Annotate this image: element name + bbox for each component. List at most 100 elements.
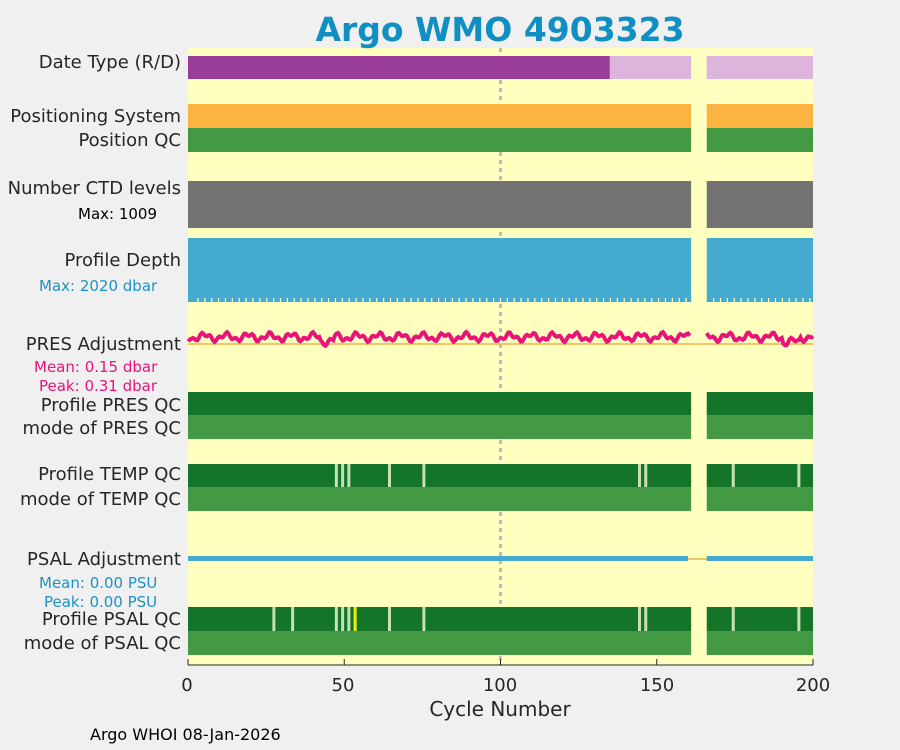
profile-pres-qc-bar-segment-a: [188, 392, 692, 415]
date-type-delayed-bar-a: [609, 56, 692, 79]
depth-tick-mark: [197, 298, 199, 302]
depth-tick-mark: [321, 298, 323, 302]
profile-temp-qc-bar-segment-a: [188, 464, 692, 487]
depth-tick-mark: [479, 298, 481, 302]
label-profile-depth: Profile Depth: [64, 250, 181, 271]
depth-tick-mark: [527, 298, 529, 302]
depth-tick-mark: [444, 298, 447, 302]
label-number-ctd-levels: Number CTD levels: [7, 178, 181, 199]
depth-tick-mark: [506, 298, 508, 302]
depth-tick-mark: [348, 298, 350, 302]
temp-qc-flag: [638, 464, 641, 487]
psal-qc-flag: [272, 607, 276, 631]
depth-tick-mark: [224, 298, 227, 302]
depth-tick-mark: [520, 298, 522, 302]
label-position-qc: Position QC: [78, 130, 181, 151]
depth-tick-mark: [637, 298, 639, 302]
depth-tick-mark: [341, 298, 343, 302]
depth-tick-mark: [651, 298, 653, 302]
label-mode-pres-qc: mode of PRES QC: [22, 418, 181, 439]
temp-qc-flag: [334, 464, 338, 487]
depth-tick-mark: [369, 298, 371, 302]
depth-tick-mark: [252, 298, 254, 302]
x-tick-100: 100: [482, 675, 518, 696]
depth-tick-mark: [582, 298, 584, 302]
depth-tick-mark: [273, 298, 275, 302]
depth-tick-mark: [658, 298, 660, 302]
temp-qc-flag: [347, 464, 351, 487]
depth-tick-mark: [589, 298, 591, 302]
mode-pres-qc-bar-segment-a: [188, 415, 692, 439]
depth-tick-mark: [781, 298, 783, 302]
psal-qc-flag: [638, 607, 641, 631]
ctd-levels-bar-segment-b: [706, 181, 813, 228]
pres-adjustment-line: [186, 329, 815, 349]
depth-tick-mark: [733, 298, 735, 302]
psal-adjustment-line-b: [706, 556, 813, 561]
x-tick-200: 200: [795, 675, 831, 696]
psal-qc-flag: [731, 607, 735, 631]
mode-temp-qc-bar-segment-b: [706, 487, 813, 511]
depth-tick-mark: [554, 298, 557, 302]
depth-tick-mark: [616, 298, 618, 302]
depth-tick-mark: [561, 298, 563, 302]
depth-tick-mark: [266, 298, 268, 302]
psal-qc-flag: [334, 607, 338, 631]
depth-tick-mark: [218, 298, 220, 302]
label-profile-pres-qc: Profile PRES QC: [40, 395, 181, 416]
depth-tick-mark: [231, 298, 233, 302]
depth-tick-mark: [465, 298, 467, 302]
depth-tick-mark: [603, 298, 605, 302]
profile-psal-qc-bar-segment-a: [188, 607, 692, 631]
temp-qc-flag: [388, 464, 391, 487]
psal-adjustment-line-a: [188, 556, 688, 561]
psal-qc-flag: [341, 607, 345, 631]
mode-psal-qc-bar-segment-b: [706, 631, 813, 655]
depth-tick-mark: [458, 298, 460, 302]
positioning-system-bar-segment-a: [188, 104, 692, 128]
mode-pres-qc-bar-segment-b: [706, 415, 813, 439]
depth-tick-mark: [383, 298, 385, 302]
depth-tick-mark: [286, 298, 288, 302]
profile-depth-bar-segment-a: [188, 238, 692, 302]
profile-temp-qc-bar-segment-b: [706, 464, 813, 487]
depth-tick-mark: [609, 298, 612, 302]
profile-depth-bar-segment-b: [706, 238, 813, 302]
depth-tick-mark: [362, 298, 364, 302]
pres-mean-note: Mean: 0.15 dbar: [34, 358, 158, 376]
date-type-realtime-bar: [188, 56, 610, 79]
depth-tick-mark: [438, 298, 440, 302]
depth-tick-mark: [293, 298, 295, 302]
depth-tick-mark: [795, 298, 797, 302]
depth-tick-mark: [472, 298, 474, 302]
depth-tick-mark: [754, 298, 756, 302]
depth-tick-mark: [513, 298, 515, 302]
depth-tick-mark: [575, 298, 577, 302]
depth-tick-mark: [644, 298, 646, 302]
depth-tick-mark: [541, 298, 543, 302]
depth-tick-mark: [726, 298, 728, 302]
temp-qc-flag: [422, 464, 426, 487]
x-tick-50: 50: [331, 675, 355, 696]
psal-qc-flag: [422, 607, 426, 631]
profile-pres-qc-bar-segment-b: [706, 392, 813, 415]
label-psal-adjustment: PSAL Adjustment: [26, 549, 181, 570]
depth-tick-mark: [740, 298, 742, 302]
depth-tick-mark: [300, 298, 302, 302]
depth-tick-mark: [802, 298, 804, 302]
depth-tick-mark: [788, 298, 790, 302]
depth-tick-mark: [774, 298, 777, 302]
depth-tick-mark: [678, 298, 680, 302]
depth-tick-mark: [396, 298, 398, 302]
depth-tick-mark: [238, 298, 240, 302]
mode-psal-qc-bar-segment-a: [188, 631, 692, 655]
label-pres-adjustment: PRES Adjustment: [25, 334, 181, 355]
psal-peak-note: Peak: 0.00 PSU: [44, 593, 158, 611]
depth-tick-mark: [685, 298, 687, 302]
depth-tick-mark: [279, 298, 282, 302]
profile-psal-qc-bar-segment-b: [706, 607, 813, 631]
depth-tick-mark: [211, 298, 213, 302]
label-positioning-system: Positioning System: [10, 106, 181, 127]
temp-qc-flag: [644, 464, 648, 487]
